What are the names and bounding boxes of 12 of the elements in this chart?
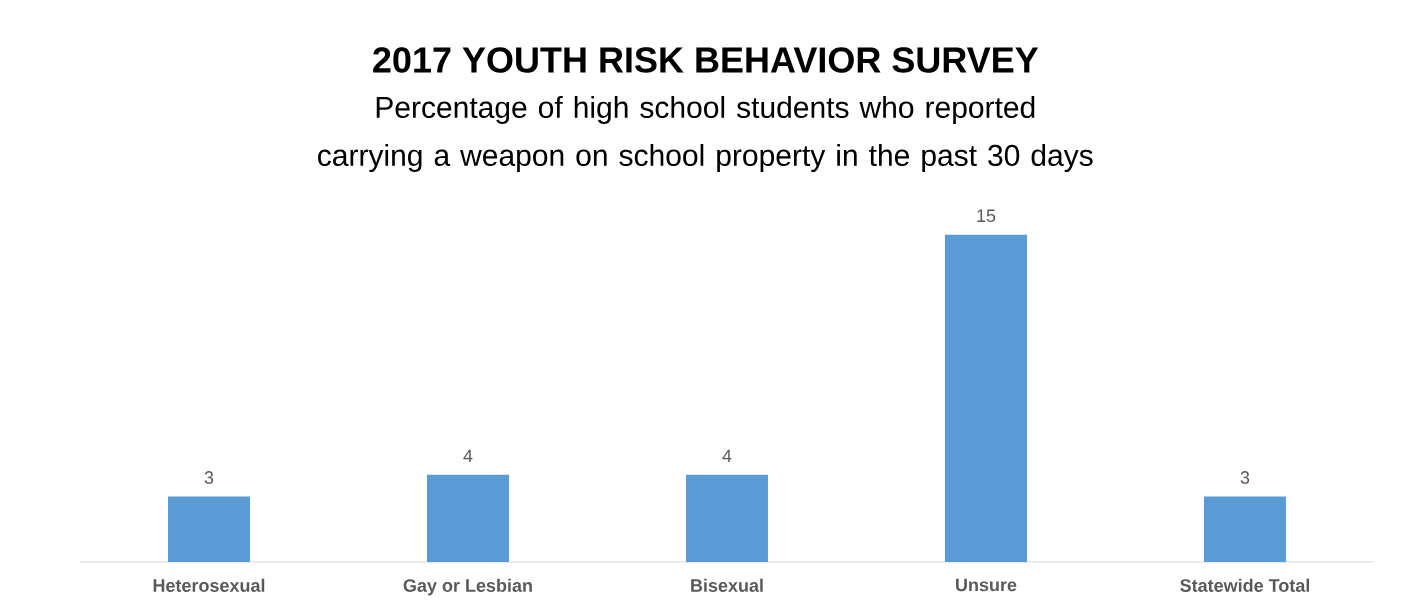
data-label: 15 xyxy=(977,209,996,223)
x-tick-label: Gay or Lesbian xyxy=(403,578,532,596)
x-tick-label: Heterosexual xyxy=(153,578,265,592)
chart-title: 2017 YOUTH RISK BEHAVIOR SURVEY xyxy=(373,47,1039,73)
x-tick-label: Bisexual xyxy=(691,578,763,592)
x-tick-label: Statewide Total xyxy=(1180,578,1310,592)
data-label: 4 xyxy=(722,449,732,463)
data-label: 4 xyxy=(463,449,473,463)
data-label: 3 xyxy=(1240,471,1250,484)
data-label: 3 xyxy=(204,471,214,484)
chart-subtitle: Percentage of high school students who reported carrying a weapon on school property in the past 30 days xyxy=(318,96,1093,172)
x-tick-label: Unsure xyxy=(956,578,1017,592)
